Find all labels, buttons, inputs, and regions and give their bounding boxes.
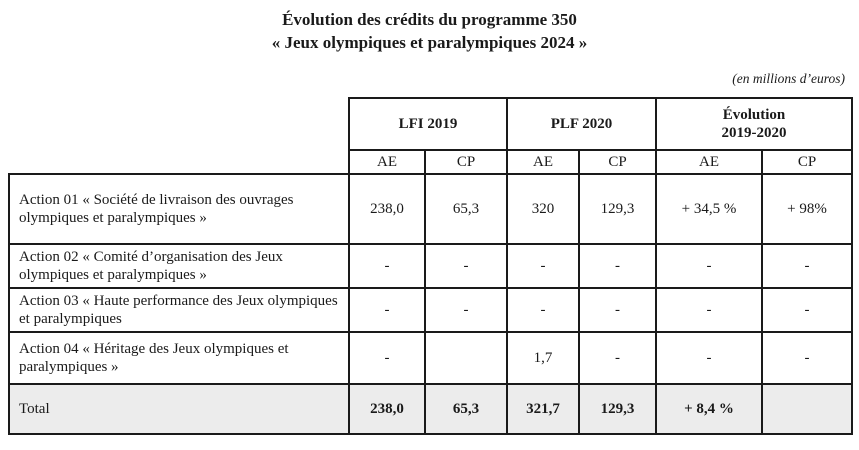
value-cell: - — [348, 242, 426, 289]
row-label: Action 04 « Héritage des Jeux olympiques… — [8, 330, 350, 385]
value-cell: 238,0 — [348, 172, 426, 245]
table-row-action-01: Action 01 « Société de livraison des ouv… — [8, 172, 854, 245]
value-cell: - — [578, 286, 658, 333]
value-cell: + 34,5 % — [655, 172, 764, 245]
unit-note: (en millions d’euros) — [732, 70, 845, 86]
subheader-plf-cp: CP — [578, 148, 658, 175]
value-cell: - — [578, 330, 658, 385]
budget-table: LFI 2019 PLF 2020 Évolution 2019-2020 AE… — [8, 96, 854, 435]
value-cell — [423, 330, 509, 385]
value-cell: - — [655, 330, 764, 385]
subheader-plf-ae: AE — [506, 148, 581, 175]
subheader-evo-ae: AE — [655, 148, 764, 175]
value-cell: - — [506, 286, 581, 333]
table-row-total: Total 238,0 65,3 321,7 129,3 + 8,4 % — [8, 382, 854, 435]
table-row-action-03: Action 03 « Haute performance des Jeux o… — [8, 286, 854, 333]
subheader-lfi-cp: CP — [423, 148, 509, 175]
column-group-plf-2020: PLF 2020 — [506, 96, 658, 151]
title-line-2: « Jeux olympiques et paralympiques 2024 … — [271, 32, 588, 52]
value-cell: 129,3 — [578, 172, 658, 245]
value-cell: 65,3 — [423, 172, 509, 245]
title-line-1: Évolution des crédits du programme 350 — [282, 10, 577, 29]
value-cell: - — [655, 242, 764, 289]
table-corner-cell — [9, 150, 349, 174]
value-cell: - — [761, 330, 854, 385]
value-cell: 238,0 — [348, 382, 426, 435]
column-group-evolution: Évolution 2019-2020 — [655, 96, 854, 151]
value-cell: 320 — [506, 172, 581, 245]
table-row-action-02: Action 02 « Comité d’organisation des Je… — [8, 242, 854, 289]
value-cell: 65,3 — [423, 382, 509, 435]
table-row-action-04: Action 04 « Héritage des Jeux olympiques… — [8, 330, 854, 385]
value-cell: - — [506, 242, 581, 289]
header-group-row: LFI 2019 PLF 2020 Évolution 2019-2020 — [9, 96, 854, 151]
document-title: Évolution des crédits du programme 350 «… — [0, 0, 859, 55]
value-cell: 129,3 — [578, 382, 658, 435]
value-cell: + 8,4 % — [655, 382, 764, 435]
value-cell: 321,7 — [506, 382, 581, 435]
table-corner-cell — [9, 98, 349, 150]
value-cell: - — [423, 242, 509, 289]
column-group-lfi-2019: LFI 2019 — [347, 96, 509, 151]
row-label: Action 02 « Comité d’organisation des Je… — [8, 242, 350, 289]
value-cell: 1,7 — [506, 330, 581, 385]
header-sub-row: AE CP AE CP AE CP — [9, 148, 854, 175]
value-cell: - — [348, 286, 426, 333]
value-cell: - — [761, 286, 854, 333]
total-row-label: Total — [8, 382, 350, 435]
value-cell: + 98% — [761, 172, 854, 245]
value-cell: - — [423, 286, 509, 333]
row-label: Action 01 « Société de livraison des ouv… — [8, 172, 350, 245]
value-cell: - — [761, 242, 854, 289]
value-cell — [761, 382, 854, 435]
subheader-lfi-ae: AE — [348, 148, 426, 175]
value-cell: - — [578, 242, 658, 289]
value-cell: - — [655, 286, 764, 333]
row-label: Action 03 « Haute performance des Jeux o… — [8, 286, 350, 333]
value-cell: - — [348, 330, 426, 385]
subheader-evo-cp: CP — [761, 148, 854, 175]
